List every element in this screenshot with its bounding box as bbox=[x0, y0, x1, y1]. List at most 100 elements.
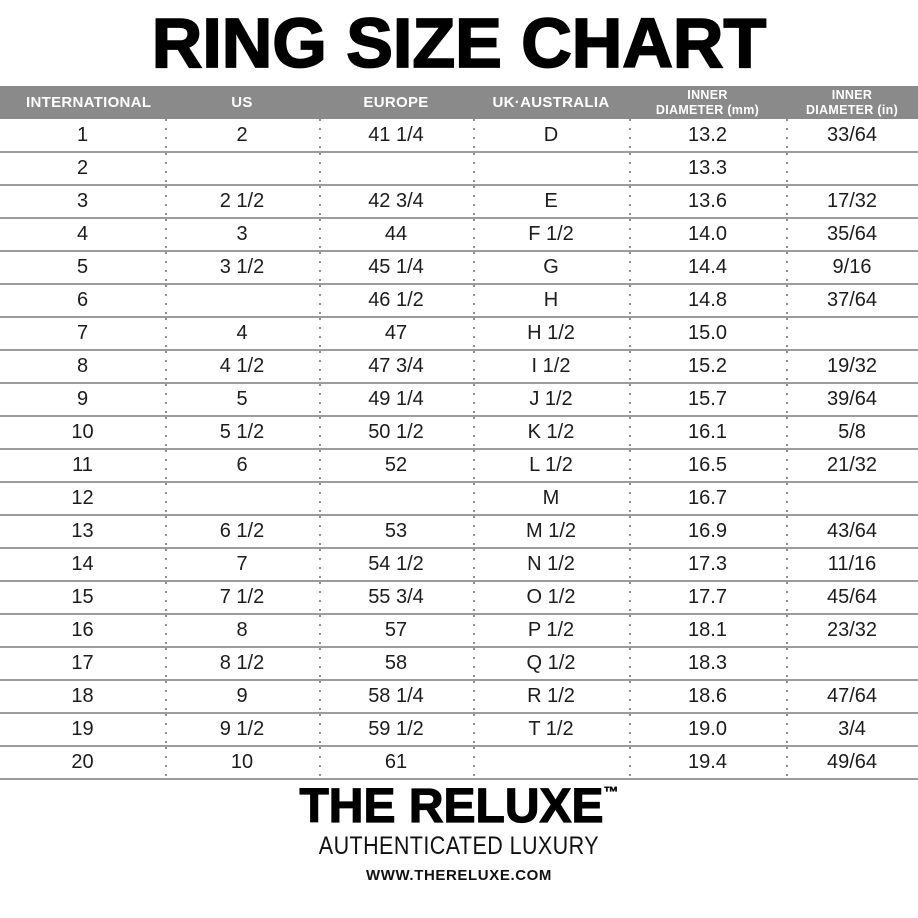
cell-europe: 55 3/4 bbox=[319, 581, 473, 614]
cell-international: 7 bbox=[76, 322, 89, 344]
cell-us: 6 bbox=[165, 449, 319, 482]
cell-inner-diameter-in bbox=[786, 482, 918, 515]
cell-uk-australia: P 1/2 bbox=[473, 614, 629, 647]
cell-inner-diameter-in: 3/4 bbox=[786, 713, 918, 746]
cell-uk-australia: J 1/2 bbox=[473, 383, 629, 416]
cell-inner-diameter-in: 43/64 bbox=[786, 515, 918, 548]
cell-international: 4 bbox=[76, 223, 89, 245]
cell-europe: 58 1/4 bbox=[319, 680, 473, 713]
cell-europe: 61 bbox=[319, 746, 473, 779]
cell-europe: 44 bbox=[319, 218, 473, 251]
cell-uk-australia: L 1/2 bbox=[473, 449, 629, 482]
cell-uk-australia: O 1/2 bbox=[473, 581, 629, 614]
cell-uk-australia: G bbox=[473, 251, 629, 284]
cell-europe: 47 bbox=[319, 317, 473, 350]
column-header-inner-diameter-in: INNER DIAMETER (in) bbox=[786, 86, 918, 119]
cell-us: 10 bbox=[165, 746, 319, 779]
table-row: 4 3 44 F 1/2 14.0 35/64 bbox=[0, 218, 918, 251]
cell-inner-diameter-in: 37/64 bbox=[786, 284, 918, 317]
cell-us: 7 bbox=[165, 548, 319, 581]
cell-europe: 41 1/4 bbox=[319, 119, 473, 152]
brand-name: THE RELUXE bbox=[299, 780, 604, 833]
cell-uk-australia bbox=[473, 152, 629, 185]
cell-inner-diameter-mm: 19.0 bbox=[629, 713, 786, 746]
cell-us: 8 bbox=[165, 614, 319, 647]
cell-inner-diameter-mm: 16.5 bbox=[629, 449, 786, 482]
cell-uk-australia: E bbox=[473, 185, 629, 218]
cell-us: 3 1/2 bbox=[165, 251, 319, 284]
cell-international: 3 bbox=[76, 190, 89, 212]
cell-us: 6 1/2 bbox=[165, 515, 319, 548]
cell-us bbox=[165, 284, 319, 317]
cell-international: 14 bbox=[71, 553, 94, 575]
table-row: 9 5 49 1/4 J 1/2 15.7 39/64 bbox=[0, 383, 918, 416]
cell-inner-diameter-mm: 15.0 bbox=[629, 317, 786, 350]
cell-inner-diameter-in: 35/64 bbox=[786, 218, 918, 251]
table-row: 15 7 1/2 55 3/4 O 1/2 17.7 45/64 bbox=[0, 581, 918, 614]
table-row: 3 2 1/2 42 3/4 E 13.6 17/32 bbox=[0, 185, 918, 218]
cell-inner-diameter-in: 23/32 bbox=[786, 614, 918, 647]
column-header-us: US bbox=[165, 86, 319, 119]
cell-international: 5 bbox=[76, 256, 89, 278]
table-row: 14 7 54 1/2 N 1/2 17.3 11/16 bbox=[0, 548, 918, 581]
cell-inner-diameter-mm: 13.3 bbox=[629, 152, 786, 185]
brand: THE RELUXE™ bbox=[299, 780, 619, 833]
cell-us: 4 bbox=[165, 317, 319, 350]
table-row: 18 9 58 1/4 R 1/2 18.6 47/64 bbox=[0, 680, 918, 713]
cell-uk-australia bbox=[473, 746, 629, 779]
table-row: 6 46 1/2 H 14.8 37/64 bbox=[0, 284, 918, 317]
cell-inner-diameter-in: 49/64 bbox=[786, 746, 918, 779]
cell-international: 16 bbox=[71, 619, 94, 641]
cell-inner-diameter-in bbox=[786, 647, 918, 680]
column-header-inner-diameter-mm: INNER DIAMETER (mm) bbox=[629, 86, 786, 119]
cell-uk-australia: M bbox=[473, 482, 629, 515]
table-row: 5 3 1/2 45 1/4 G 14.4 9/16 bbox=[0, 251, 918, 284]
cell-international: 8 bbox=[76, 355, 89, 377]
cell-europe: 57 bbox=[319, 614, 473, 647]
table-row: 13 6 1/2 53 M 1/2 16.9 43/64 bbox=[0, 515, 918, 548]
ring-size-table: INTERNATIONAL US EUROPE UK·AUSTRALIA INN… bbox=[0, 86, 918, 780]
cell-inner-diameter-in bbox=[786, 317, 918, 350]
table-header: INTERNATIONAL US EUROPE UK·AUSTRALIA INN… bbox=[0, 86, 918, 119]
cell-us bbox=[165, 482, 319, 515]
table-body: 1 2 41 1/4 D 13.2 33/64 2 13.3 3 2 1/2 42 3/4 E 13.6… bbox=[0, 119, 918, 779]
table-row: 20 10 61 19.4 49/64 bbox=[0, 746, 918, 779]
cell-international: 13 bbox=[71, 520, 94, 542]
table-row: 16 8 57 P 1/2 18.1 23/32 bbox=[0, 614, 918, 647]
cell-inner-diameter-in: 45/64 bbox=[786, 581, 918, 614]
cell-inner-diameter-mm: 13.6 bbox=[629, 185, 786, 218]
cell-inner-diameter-in: 47/64 bbox=[786, 680, 918, 713]
header-row: INTERNATIONAL US EUROPE UK·AUSTRALIA INN… bbox=[0, 86, 918, 119]
cell-uk-australia: D bbox=[473, 119, 629, 152]
table-row: 7 4 47 H 1/2 15.0 bbox=[0, 317, 918, 350]
cell-europe: 49 1/4 bbox=[319, 383, 473, 416]
cell-inner-diameter-in: 33/64 bbox=[786, 119, 918, 152]
cell-international: 6 bbox=[76, 289, 89, 311]
cell-europe: 45 1/4 bbox=[319, 251, 473, 284]
cell-uk-australia: H bbox=[473, 284, 629, 317]
cell-inner-diameter-mm: 18.1 bbox=[629, 614, 786, 647]
cell-europe: 53 bbox=[319, 515, 473, 548]
table-row: 1 2 41 1/4 D 13.2 33/64 bbox=[0, 119, 918, 152]
footer: THE RELUXE™ AUTHENTICATED LUXURY WWW.THE… bbox=[0, 780, 918, 918]
website-url: WWW.THERELUXE.COM bbox=[365, 867, 553, 884]
cell-inner-diameter-in: 11/16 bbox=[786, 548, 918, 581]
cell-europe: 46 1/2 bbox=[319, 284, 473, 317]
cell-us: 8 1/2 bbox=[165, 647, 319, 680]
cell-inner-diameter-mm: 19.4 bbox=[629, 746, 786, 779]
cell-inner-diameter-in: 21/32 bbox=[786, 449, 918, 482]
cell-us: 3 bbox=[165, 218, 319, 251]
table-row: 10 5 1/2 50 1/2 K 1/2 16.1 5/8 bbox=[0, 416, 918, 449]
table-row: 17 8 1/2 58 Q 1/2 18.3 bbox=[0, 647, 918, 680]
cell-international: 19 bbox=[71, 718, 94, 740]
table-row: 8 4 1/2 47 3/4 I 1/2 15.2 19/32 bbox=[0, 350, 918, 383]
cell-inner-diameter-mm: 16.1 bbox=[629, 416, 786, 449]
cell-us: 4 1/2 bbox=[165, 350, 319, 383]
tagline: AUTHENTICATED LUXURY bbox=[318, 832, 600, 860]
cell-inner-diameter-in: 9/16 bbox=[786, 251, 918, 284]
table-row: 19 9 1/2 59 1/2 T 1/2 19.0 3/4 bbox=[0, 713, 918, 746]
cell-international: 17 bbox=[71, 652, 94, 674]
cell-inner-diameter-mm: 14.0 bbox=[629, 218, 786, 251]
cell-inner-diameter-mm: 16.9 bbox=[629, 515, 786, 548]
